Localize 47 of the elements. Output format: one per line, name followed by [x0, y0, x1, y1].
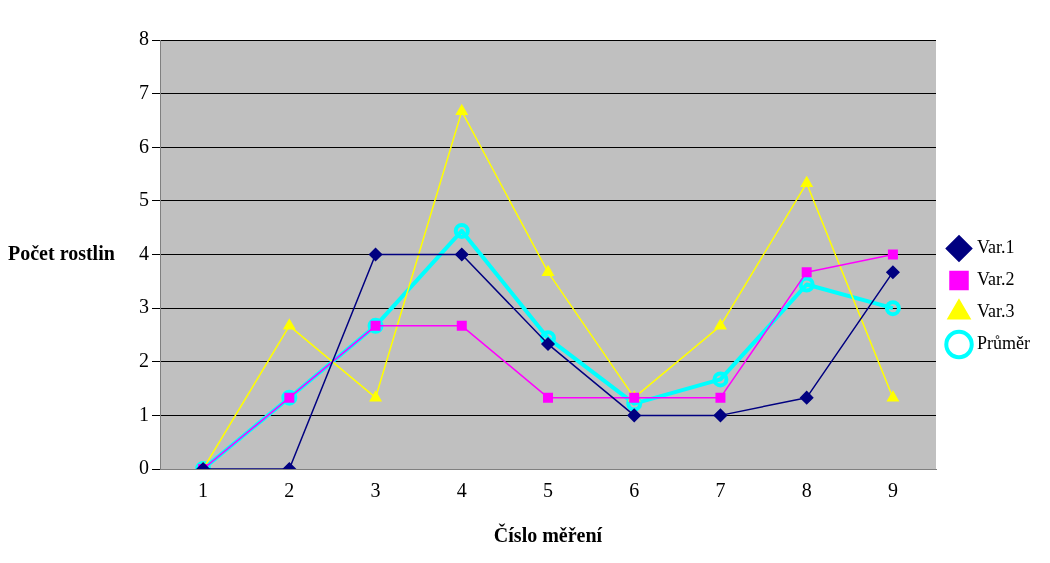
point — [455, 247, 469, 262]
point — [887, 249, 898, 260]
point — [369, 390, 382, 402]
point — [800, 176, 813, 187]
point — [456, 320, 467, 331]
x-tick-label: 3 — [370, 479, 381, 502]
point — [799, 390, 814, 405]
y-tick-label: 2 — [139, 349, 149, 371]
x-tick-label: 8 — [801, 479, 812, 502]
x-tick-label: 6 — [629, 479, 640, 502]
point — [886, 265, 900, 279]
y-axis-title: Počet rostlin — [8, 241, 115, 264]
point — [713, 408, 728, 423]
x-tick-label: 5 — [543, 479, 554, 502]
point — [715, 392, 726, 403]
point — [884, 300, 901, 317]
x-tick-label: 2 — [284, 479, 295, 502]
x-tick-label: 9 — [887, 479, 898, 502]
legend-label: Var.1 — [977, 237, 1015, 258]
point — [798, 276, 815, 293]
y-tick-label: 0 — [139, 456, 149, 479]
y-tick-label: 3 — [139, 295, 149, 318]
point — [714, 319, 727, 330]
x-tick-label: 7 — [715, 479, 726, 502]
point — [886, 390, 899, 402]
y-tick-label: 8 — [139, 27, 149, 50]
point — [455, 104, 468, 116]
legend-label: Průměr — [977, 333, 1031, 354]
point — [453, 222, 470, 239]
y-tick-label: 6 — [139, 134, 149, 157]
y-tick-label: 1 — [139, 402, 149, 425]
x-tick-label: 1 — [198, 479, 209, 502]
legend-label: Var.3 — [977, 301, 1015, 322]
point — [543, 392, 553, 403]
y-tick-label: 4 — [139, 241, 149, 264]
y-tick-label: 5 — [139, 188, 149, 211]
point — [627, 408, 641, 423]
point — [712, 371, 729, 388]
x-axis-title: Číslo měření — [493, 523, 603, 547]
x-tick-label: 4 — [456, 479, 467, 502]
point — [283, 319, 296, 330]
point — [801, 267, 812, 278]
legend-label: Var.2 — [977, 269, 1015, 290]
point — [541, 337, 555, 351]
point — [542, 265, 554, 276]
y-tick-label: 7 — [139, 80, 149, 103]
point — [368, 247, 383, 262]
